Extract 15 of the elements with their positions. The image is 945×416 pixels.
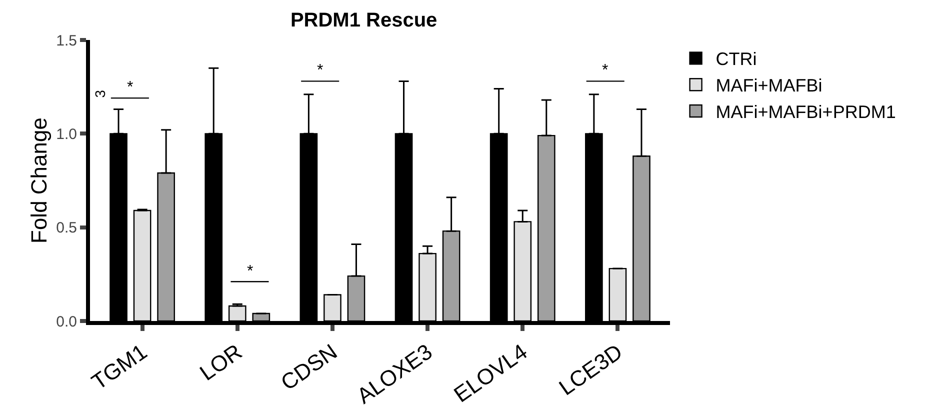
y-tick-label: 1.0 <box>56 126 77 143</box>
annotation: * <box>127 79 134 96</box>
y-tick-label: 0.5 <box>56 220 77 237</box>
annotation: * <box>602 62 608 79</box>
y-axis-title: Fold Change <box>26 118 52 244</box>
legend-label: MAFi+MAFBi <box>716 76 822 96</box>
annotation: * <box>247 263 254 280</box>
y-tick-label: 0.0 <box>56 313 77 330</box>
annotation: 3 <box>92 90 108 98</box>
legend-label: MAFi+MAFBi+PRDM1 <box>716 102 896 122</box>
x-tick-label: LOR <box>195 339 247 386</box>
chart-title: PRDM1 Rescue <box>290 9 438 32</box>
annotation: * <box>317 62 324 79</box>
y-tick-label: 1.5 <box>56 32 77 50</box>
legend-label: CTRi <box>716 49 757 70</box>
